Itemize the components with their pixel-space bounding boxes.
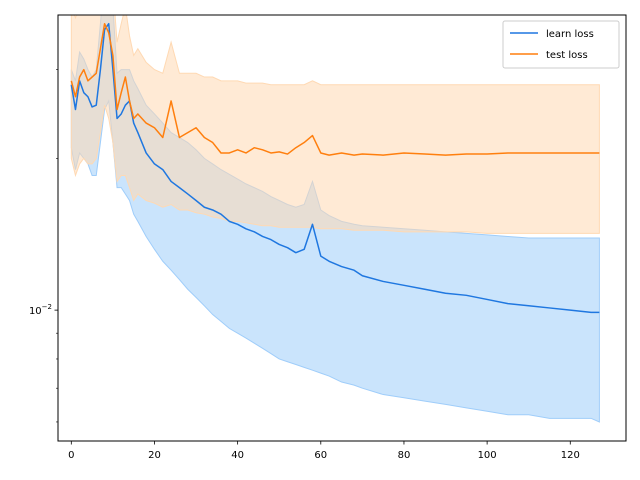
x-tick-label: 0 xyxy=(68,450,74,461)
legend: learn loss test loss xyxy=(502,20,620,69)
x-tick-label: 120 xyxy=(561,450,580,461)
x-tick-label: 80 xyxy=(398,450,411,461)
legend-label-test-loss: test loss xyxy=(546,50,588,61)
series-line-test-loss xyxy=(70,22,600,156)
x-tick-label: 40 xyxy=(231,450,244,461)
y-tick-label: 10−2 xyxy=(29,303,52,317)
y-axis: 10−2 xyxy=(29,69,58,423)
legend-label-learn-loss: learn loss xyxy=(546,29,594,40)
plot-area xyxy=(70,15,600,423)
axes-frame xyxy=(57,14,627,442)
x-tick-label: 60 xyxy=(314,450,327,461)
series-line-learn-loss xyxy=(70,22,600,314)
x-tick-label: 20 xyxy=(148,450,161,461)
x-tick-label: 100 xyxy=(478,450,497,461)
x-axis: 0 20 40 60 80 100 120 xyxy=(68,441,580,461)
confidence-band-test xyxy=(70,15,600,234)
